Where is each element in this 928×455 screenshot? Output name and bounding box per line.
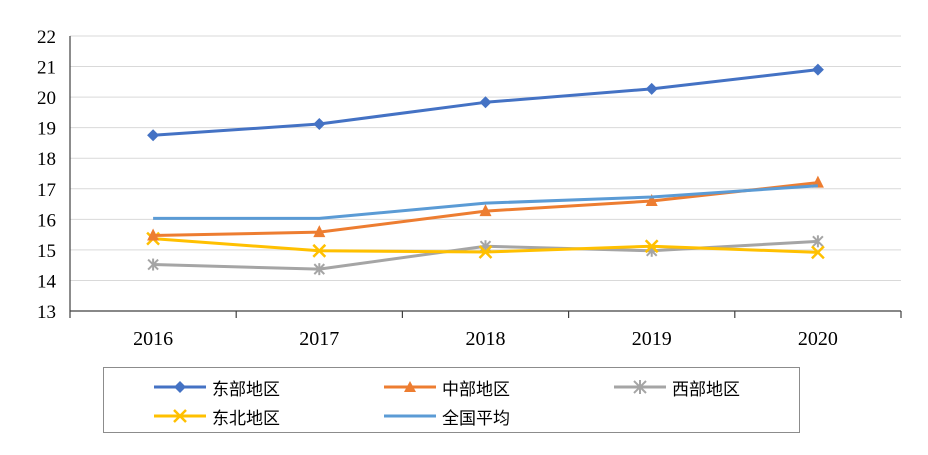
y-tick-label: 19 xyxy=(37,119,56,140)
y-tick-label: 15 xyxy=(37,241,56,262)
data-point xyxy=(811,63,824,76)
line-chart: 13 14 15 16 17 18 19 20 21 22 2016 2017 2018 2019 202… xyxy=(37,27,902,350)
legend-item-west: 西部地区 xyxy=(614,374,740,400)
y-tick-label: 18 xyxy=(37,149,56,170)
series-3 xyxy=(146,231,825,260)
y-tick-label: 20 xyxy=(37,88,56,109)
data-point xyxy=(812,235,824,248)
y-tick-label: 17 xyxy=(37,180,56,201)
data-point xyxy=(313,263,326,276)
legend-marker-asterisk-icon xyxy=(614,380,666,394)
data-point xyxy=(313,118,326,130)
x-axis-tick-labels: 2016 2017 2018 2019 2020 xyxy=(133,328,838,350)
data-point xyxy=(478,245,493,259)
data-point xyxy=(644,239,659,254)
legend-label: 东北地区 xyxy=(212,408,280,429)
series-line xyxy=(153,184,819,220)
data-point xyxy=(811,245,825,260)
data-point xyxy=(479,204,492,217)
legend-label: 中部地区 xyxy=(442,379,510,400)
legend-item-national-average: 全国平均 xyxy=(384,403,510,429)
axes xyxy=(69,36,902,318)
x-tick-label: 2018 xyxy=(466,328,506,350)
data-point xyxy=(313,225,326,238)
data-point xyxy=(147,258,159,271)
legend-item-northeast: 东北地区 xyxy=(154,403,280,429)
series-0 xyxy=(147,63,824,142)
y-axis-tick-labels: 13 14 15 16 17 18 19 20 21 22 xyxy=(37,27,57,323)
y-tick-label: 14 xyxy=(37,271,57,292)
legend-item-east: 东部地区 xyxy=(154,374,280,400)
series-2 xyxy=(147,235,824,276)
legend-item-central: 中部地区 xyxy=(384,374,510,400)
y-tick-label: 21 xyxy=(37,58,56,79)
legend-line-icon xyxy=(384,414,436,418)
series-4 xyxy=(153,184,819,220)
series-1 xyxy=(147,175,824,241)
series-lines xyxy=(146,63,825,276)
legend-label: 东部地区 xyxy=(212,379,280,400)
data-point xyxy=(479,96,492,109)
data-point xyxy=(312,243,327,258)
x-tick-label: 2020 xyxy=(798,328,838,350)
y-tick-label: 16 xyxy=(37,210,56,231)
y-tick-label: 13 xyxy=(37,302,56,323)
data-point xyxy=(645,82,658,95)
legend-marker-diamond-icon xyxy=(154,381,206,393)
legend: 东部地区 中部地区 西部地区 东北地区 全国平均 xyxy=(103,367,800,433)
legend-marker-x-icon xyxy=(154,409,206,423)
data-point xyxy=(147,228,160,241)
data-point xyxy=(147,129,160,142)
data-point xyxy=(645,194,658,206)
legend-marker-triangle-icon xyxy=(384,381,436,392)
legend-label: 全国平均 xyxy=(442,408,510,429)
legend-label: 西部地区 xyxy=(672,379,740,400)
y-tick-label: 22 xyxy=(37,27,56,48)
x-tick-label: 2016 xyxy=(133,328,173,350)
x-tick-label: 2017 xyxy=(299,328,339,350)
x-tick-label: 2019 xyxy=(632,328,672,350)
